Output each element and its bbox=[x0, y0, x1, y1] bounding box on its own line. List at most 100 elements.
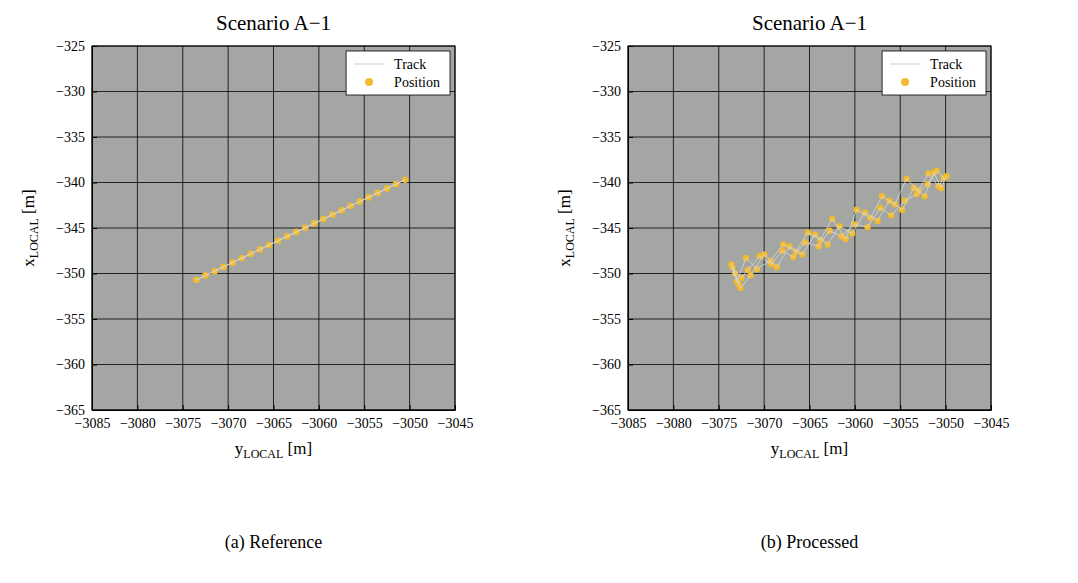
tick-label: −355 bbox=[592, 312, 621, 327]
tick-mark bbox=[92, 274, 97, 275]
tick: −3070 bbox=[747, 405, 783, 431]
grid bbox=[628, 46, 991, 410]
tick-mark bbox=[628, 228, 633, 229]
legend-label: Track bbox=[930, 57, 962, 72]
figure: −3085 −3080 −3075 −3070 −3065 −3060 −3055 −3050… bbox=[0, 0, 1078, 583]
legend-item: Position bbox=[365, 75, 440, 90]
y-grid-line bbox=[92, 228, 455, 229]
legend-item: Track bbox=[890, 57, 962, 72]
tick: −335 bbox=[56, 130, 97, 145]
tick-label: −3060 bbox=[301, 416, 337, 431]
tick: −3060 bbox=[837, 405, 873, 431]
plot-marks bbox=[728, 167, 949, 291]
tick-label: −330 bbox=[56, 84, 85, 99]
legend-item: Track bbox=[354, 57, 426, 72]
tick-label: −355 bbox=[56, 312, 85, 327]
tick-mark bbox=[855, 405, 856, 410]
tick-mark bbox=[137, 405, 138, 410]
tick-mark bbox=[628, 183, 633, 184]
tick: −3075 bbox=[165, 405, 201, 431]
y-axis: −365−360−355−350−345−340−335−330−325 bbox=[56, 39, 97, 418]
tick-label: −3065 bbox=[792, 416, 828, 431]
tick-label: −350 bbox=[56, 266, 85, 281]
tick: −335 bbox=[592, 130, 633, 145]
tick-label: −3070 bbox=[211, 416, 247, 431]
tick-label: −345 bbox=[592, 221, 621, 236]
y-axis-title: xLOCAL [m] bbox=[19, 189, 41, 266]
title: Scenario A−1 bbox=[216, 11, 331, 35]
tick: −345 bbox=[592, 221, 633, 236]
tick: −355 bbox=[592, 312, 633, 327]
position-point bbox=[943, 173, 949, 179]
tick-label: −345 bbox=[56, 221, 85, 236]
tick: −325 bbox=[592, 39, 633, 54]
tick-label: −3070 bbox=[747, 416, 783, 431]
tick-label: −340 bbox=[592, 175, 621, 190]
tick-mark bbox=[92, 365, 97, 366]
tick-label: −3050 bbox=[392, 416, 428, 431]
y-grid-line bbox=[628, 364, 991, 365]
legend-swatch bbox=[890, 63, 920, 64]
tick: −360 bbox=[592, 357, 633, 372]
y-axis: −365 −360 −355 −350 −345 −340 −335 −330 −325 bbox=[592, 39, 633, 418]
tick-mark bbox=[92, 183, 97, 184]
axis-title-unit: [m] bbox=[19, 189, 38, 218]
legend-swatch bbox=[365, 78, 373, 86]
tick-mark bbox=[228, 405, 229, 410]
tick-label: −3085 bbox=[75, 416, 111, 431]
tick-mark bbox=[92, 92, 97, 93]
legend-item: Position bbox=[901, 75, 976, 90]
tick: −360 bbox=[56, 357, 97, 372]
legend-label: Track bbox=[394, 57, 426, 72]
track-line bbox=[196, 180, 405, 280]
panel: −3085−3080−3075−3070−3065−3060−3055−3050… bbox=[555, 11, 1009, 553]
tick-label: −325 bbox=[56, 39, 85, 54]
tick-mark bbox=[410, 405, 411, 410]
tick: −330 bbox=[592, 84, 633, 99]
tick: −365 bbox=[592, 403, 633, 418]
tick-mark bbox=[92, 319, 97, 320]
tick: −3055 bbox=[347, 405, 383, 431]
grid bbox=[92, 46, 455, 410]
caption: (b) Processed bbox=[761, 532, 858, 553]
tick: −355 bbox=[56, 312, 97, 327]
tick: −3055 bbox=[883, 405, 919, 431]
tick-mark bbox=[274, 405, 275, 410]
tick-mark bbox=[764, 405, 765, 410]
tick: −3060 bbox=[301, 405, 337, 431]
tick: −3050 bbox=[392, 405, 428, 431]
tick: −340 bbox=[56, 175, 97, 190]
y-grid-line bbox=[92, 137, 455, 138]
tick-label: −340 bbox=[56, 175, 85, 190]
tick-label: −3065 bbox=[256, 416, 292, 431]
legend-swatch bbox=[901, 78, 909, 86]
x-axis-title: yLOCAL [m] bbox=[771, 439, 848, 461]
tick: −3050 bbox=[928, 405, 964, 431]
y-grid-line bbox=[628, 137, 991, 138]
plot-background bbox=[92, 46, 455, 410]
legend: Track Position bbox=[346, 51, 450, 95]
tick-label: −3055 bbox=[883, 416, 919, 431]
legend-box bbox=[346, 51, 450, 95]
y-grid-line bbox=[628, 182, 991, 183]
tick: −350 bbox=[56, 266, 97, 281]
tick-mark bbox=[673, 405, 674, 410]
y-axis-title: xLOCAL [m] bbox=[555, 189, 577, 266]
x-axis-title: yLOCAL [m] bbox=[235, 439, 312, 461]
tick-label: −330 bbox=[592, 84, 621, 99]
tick: −3080 bbox=[656, 405, 692, 431]
tick-mark bbox=[92, 137, 97, 138]
tick-mark bbox=[364, 405, 365, 410]
tick-label: −350 bbox=[592, 266, 621, 281]
title: Scenario A−1 bbox=[752, 11, 867, 35]
tick-label: −3080 bbox=[656, 416, 692, 431]
tick: −350 bbox=[592, 266, 633, 281]
tick-mark bbox=[810, 405, 811, 410]
tick: −340 bbox=[592, 175, 633, 190]
tick-label: −325 bbox=[592, 39, 621, 54]
axis-title-unit: [m] bbox=[555, 189, 574, 218]
position-point bbox=[193, 277, 199, 283]
legend: Track Position bbox=[882, 51, 986, 95]
tick-mark bbox=[628, 365, 633, 366]
x-axis: −3085−3080−3075−3070−3065−3060−3055−3050… bbox=[75, 405, 474, 431]
